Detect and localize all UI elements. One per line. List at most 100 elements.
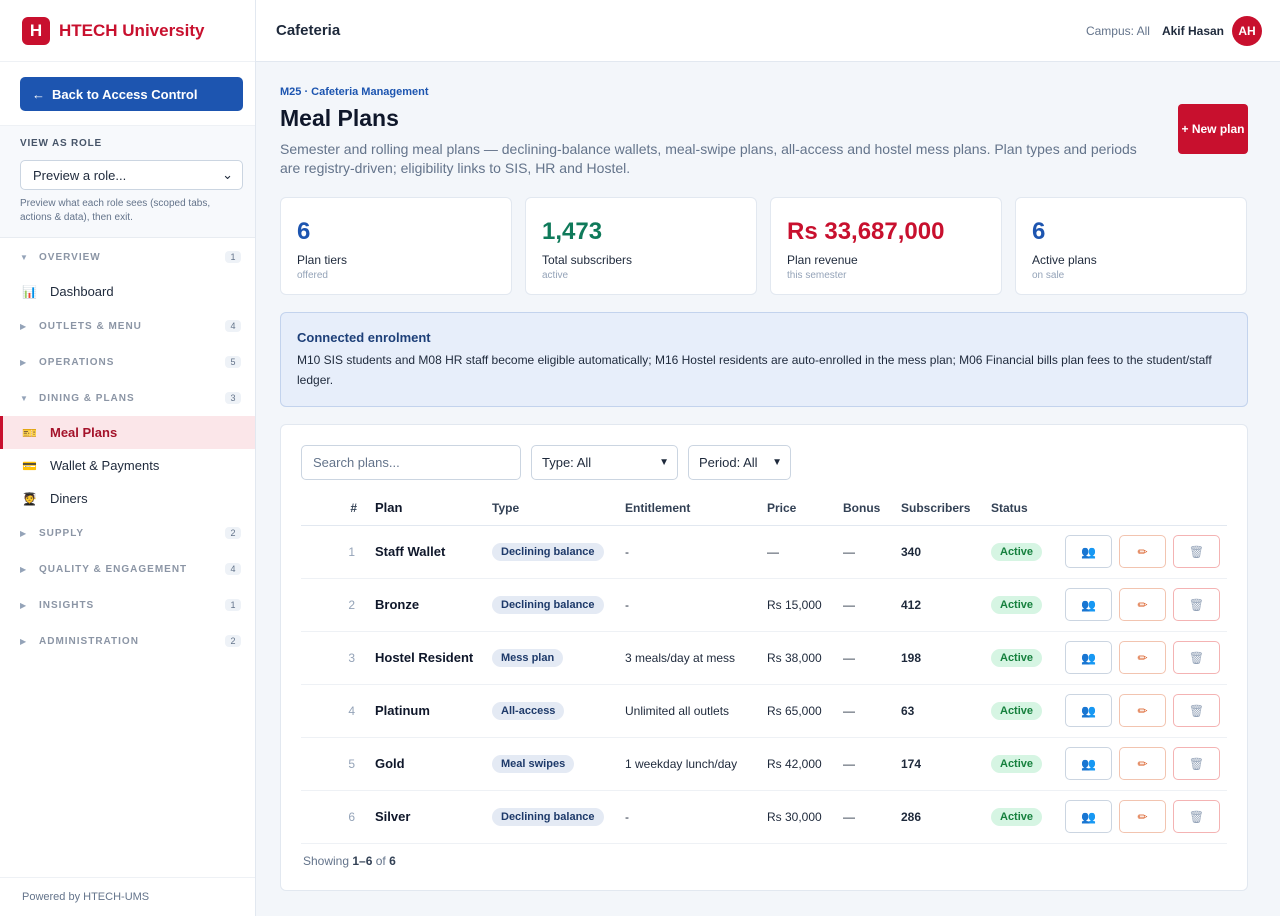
notice-title: Connected enrolment: [297, 330, 431, 345]
bonus: —: [843, 684, 901, 738]
col-header-bonus[interactable]: Bonus: [843, 491, 901, 526]
actions-cell: 👥 ✏ 🗑: [1065, 737, 1227, 791]
table-row[interactable]: 5 Gold Meal swipes 1 weekday lunch/day Rs 42…: [301, 737, 1227, 791]
nav-section-administration[interactable]: ▶ ADMINISTRATION 2: [0, 623, 255, 659]
avatar[interactable]: AH: [1232, 15, 1262, 46]
topbar-title: Cafeteria: [276, 22, 341, 39]
actions-cell: 👥 ✏ 🗑: [1065, 790, 1227, 844]
bonus: —: [843, 790, 901, 844]
search-input[interactable]: [301, 445, 521, 480]
table-row[interactable]: 6 Silver Declining balance - Rs 30,000—286 Ac…: [301, 790, 1227, 844]
edit-button[interactable]: ✏: [1119, 535, 1166, 568]
card-icon: 💳: [22, 458, 37, 473]
people-icon: 👥: [1081, 703, 1096, 718]
nav-section-dining-plans[interactable]: ▼ DINING & PLANS 3: [0, 380, 255, 416]
edit-button[interactable]: ✏: [1119, 800, 1166, 833]
stat-sub: active: [542, 270, 569, 281]
brand[interactable]: H HTECH University: [0, 0, 255, 62]
nav-section-count: 1: [225, 251, 241, 263]
nav-section-label: OPERATIONS: [39, 356, 115, 368]
delete-button[interactable]: 🗑: [1173, 800, 1220, 833]
caret-right-icon: ▶: [20, 600, 27, 610]
price: Rs 15,000: [767, 578, 843, 632]
plan-type-badge: Declining balance: [492, 595, 604, 614]
subscribers-button[interactable]: 👥: [1065, 535, 1112, 568]
delete-button[interactable]: 🗑: [1173, 641, 1220, 674]
topbar: Cafeteria Campus: All Akif Hasan AH: [256, 0, 1280, 62]
col-header-price[interactable]: Price: [767, 491, 843, 526]
notice-text: M10 SIS students and M08 HR staff become…: [297, 353, 1212, 387]
stat-label: Active plans: [1032, 253, 1097, 267]
sidebar-item-meal-plans[interactable]: 🎫 Meal Plans: [0, 416, 255, 449]
nav-section-overview[interactable]: ▼ OVERVIEW 1: [0, 239, 255, 275]
back-section: ← Back to Access Control: [0, 62, 255, 126]
trash-icon: 🗑: [1188, 756, 1205, 771]
new-plan-button[interactable]: + New plan: [1178, 104, 1248, 154]
sidebar-nav: ▼ OVERVIEW 1 📊 Dashboard ▶ OUTLETS & MENU 4 ▶ OPE…: [0, 239, 255, 659]
trash-icon: 🗑: [1188, 544, 1205, 559]
brand-name: HTECH University: [59, 20, 205, 40]
type-filter-select[interactable]: Type: All ▼: [531, 445, 678, 480]
delete-button[interactable]: 🗑: [1173, 694, 1220, 727]
nav-section-insights[interactable]: ▶ INSIGHTS 1: [0, 587, 255, 623]
plan-name: Hostel Resident: [375, 631, 492, 685]
sidebar-item-wallet-payments[interactable]: 💳 Wallet & Payments: [0, 449, 255, 482]
status-badge: Active: [991, 595, 1043, 614]
subscribers-button[interactable]: 👥: [1065, 694, 1112, 727]
period-filter-select[interactable]: Period: All ▼: [688, 445, 791, 480]
col-header-plan[interactable]: Plan: [375, 491, 492, 526]
col-header-num[interactable]: #: [301, 491, 375, 526]
nav-section-supply[interactable]: ▶ SUPPLY 2: [0, 515, 255, 551]
delete-button[interactable]: 🗑: [1173, 588, 1220, 621]
table-row[interactable]: 2 Bronze Declining balance - Rs 15,000—412 Ac…: [301, 578, 1227, 632]
campus-selector[interactable]: Campus: All: [1085, 23, 1150, 38]
edit-button[interactable]: ✏: [1119, 641, 1166, 674]
subscribers-button[interactable]: 👥: [1065, 641, 1112, 674]
subscribers-button[interactable]: 👥: [1065, 747, 1112, 780]
edit-button[interactable]: ✏: [1119, 694, 1166, 727]
status-badge: Active: [991, 701, 1043, 720]
subscribers-button[interactable]: 👥: [1065, 800, 1112, 833]
actions-cell: 👥 ✏ 🗑: [1065, 684, 1227, 738]
status-cell: Active: [991, 737, 1065, 791]
table-row[interactable]: 1 Staff Wallet Declining balance - — —340 Acti…: [301, 525, 1227, 579]
stat-sub: this semester: [787, 270, 847, 281]
delete-button[interactable]: 🗑: [1173, 535, 1220, 568]
back-to-access-control-button[interactable]: ← Back to Access Control: [20, 77, 243, 111]
delete-button[interactable]: 🗑: [1173, 747, 1220, 780]
plan-type-badge: Declining balance: [492, 807, 604, 826]
edit-button[interactable]: ✏: [1119, 747, 1166, 780]
stat-label: Plan tiers: [297, 253, 348, 267]
sidebar-item-dashboard[interactable]: 📊 Dashboard: [0, 275, 255, 308]
nav-section-label: OVERVIEW: [39, 251, 101, 263]
col-header-entitlement[interactable]: Entitlement: [625, 491, 767, 526]
col-header-type[interactable]: Type: [492, 491, 625, 526]
edit-button[interactable]: ✏: [1119, 588, 1166, 621]
plan-type-cell: Declining balance: [492, 525, 625, 579]
nav-section-outlets-menu[interactable]: ▶ OUTLETS & MENU 4: [0, 308, 255, 344]
subscribers: 63: [901, 684, 991, 738]
role-select[interactable]: Preview a role... ⌄: [20, 160, 243, 190]
table-row[interactable]: 3 Hostel Resident Mess plan 3 meals/day at …: [301, 631, 1227, 685]
table-row[interactable]: 4 Platinum All-access Unlimited all outlets…: [301, 684, 1227, 738]
stat-value: 6: [297, 218, 311, 245]
user-name[interactable]: Akif Hasan: [1161, 23, 1224, 38]
col-header-status[interactable]: Status: [991, 491, 1065, 526]
nav-section-quality-engagement[interactable]: ▶ QUALITY & ENGAGEMENT 4: [0, 551, 255, 587]
stat-sub: offered: [297, 270, 328, 281]
sidebar-item-label: Dashboard: [50, 284, 114, 299]
nav-section-operations[interactable]: ▶ OPERATIONS 5: [0, 344, 255, 380]
row-number: 2: [301, 578, 375, 632]
col-header-subscribers[interactable]: Subscribers: [901, 491, 991, 526]
nav-section-count: 4: [225, 320, 241, 332]
nav-section-count: 2: [225, 527, 241, 539]
showing-range: 1–6: [352, 854, 373, 868]
bonus: —: [843, 578, 901, 632]
sidebar-item-diners[interactable]: 🧑‍🎓 Diners: [0, 482, 255, 515]
subscribers-button[interactable]: 👥: [1065, 588, 1112, 621]
nav-section-label: SUPPLY: [39, 527, 85, 539]
actions-cell: 👥 ✏ 🗑: [1065, 578, 1227, 632]
nav-section-count: 3: [225, 392, 241, 404]
row-actions: 👥 ✏ 🗑: [1065, 641, 1227, 674]
status-cell: Active: [991, 578, 1065, 632]
